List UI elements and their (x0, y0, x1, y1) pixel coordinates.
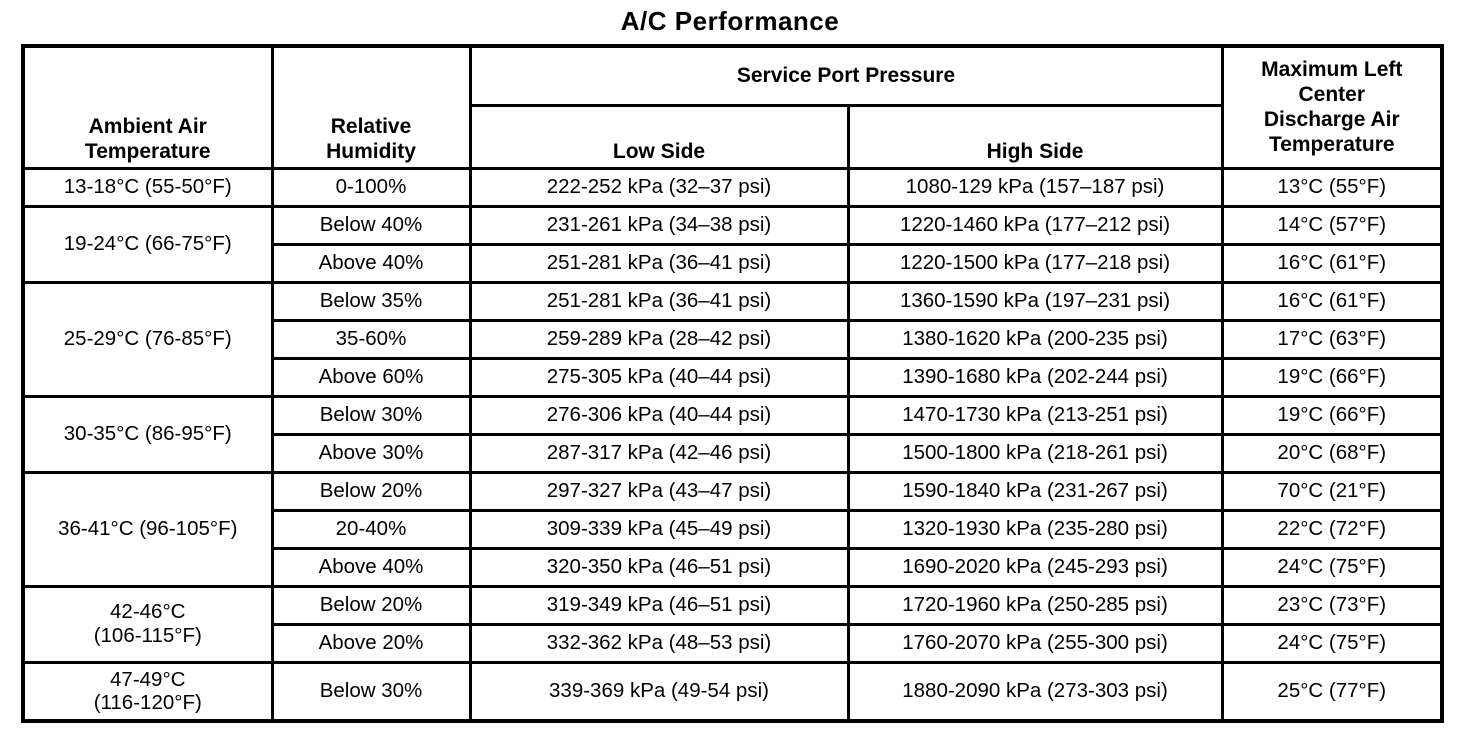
ambient-cell: 13-18°C (55-50°F) (21, 166, 274, 208)
max-discharge-cell: 16°C (61°F) (1220, 242, 1444, 284)
humidity-cell: Above 40% (270, 546, 472, 588)
low-side-cell: 332-362 kPa (48–53 psi) (468, 622, 850, 664)
max-discharge-cell: 17°C (63°F) (1220, 318, 1444, 360)
ambient-cell: 47-49°C (116-120°F) (21, 660, 274, 723)
humidity-cell: Below 20% (270, 470, 472, 512)
humidity-cell: 35-60% (270, 318, 472, 360)
max-discharge-cell: 24°C (75°F) (1220, 622, 1444, 664)
ambient-cell: 30-35°C (86-95°F) (21, 394, 274, 474)
max-discharge-cell: 16°C (61°F) (1220, 280, 1444, 322)
max-discharge-cell: 19°C (66°F) (1220, 356, 1444, 398)
table-row: 42-46°C (106-115°F) Below 20% 319-349 kP… (21, 584, 1444, 664)
high-side-cell: 1690-2020 kPa (245-293 psi) (846, 546, 1224, 588)
high-side-cell: 1390-1680 kPa (202-244 psi) (846, 356, 1224, 398)
column-header-ambient: Ambient Air Temperature (21, 44, 274, 170)
max-discharge-cell: 23°C (73°F) (1220, 584, 1444, 626)
humidity-cell: Above 30% (270, 432, 472, 474)
humidity-cell: Above 20% (270, 622, 472, 664)
low-side-cell: 275-305 kPa (40–44 psi) (468, 356, 850, 398)
humidity-cell: 0-100% (270, 166, 472, 208)
low-side-cell: 287-317 kPa (42–46 psi) (468, 432, 850, 474)
ambient-cell: 36-41°C (96-105°F) (21, 470, 274, 588)
table-row: Above 40% 320-350 kPa (46–51 psi) 1690-2… (23, 546, 1444, 588)
table-row: 25-29°C (76-85°F) Below 35% 251-281 kPa … (21, 280, 1444, 398)
low-side-cell: 319-349 kPa (46–51 psi) (468, 584, 850, 626)
table-row: Above 40% 251-281 kPa (36–41 psi) 1220-1… (23, 242, 1444, 284)
table-row: 20-40% 309-339 kPa (45–49 psi) 1320-1930… (23, 508, 1444, 550)
low-side-cell: 320-350 kPa (46–51 psi) (468, 546, 850, 588)
table-row: Above 30% 287-317 kPa (42–46 psi) 1500-1… (23, 432, 1444, 474)
low-side-cell: 251-281 kPa (36–41 psi) (468, 280, 850, 322)
high-side-cell: 1220-1500 kPa (177–218 psi) (846, 242, 1224, 284)
max-discharge-cell: 70°C (21°F) (1220, 470, 1444, 512)
high-side-cell: 1720-1960 kPa (250-285 psi) (846, 584, 1224, 626)
humidity-cell: 20-40% (270, 508, 472, 550)
table-row: 30-35°C (86-95°F) Below 30% 276-306 kPa … (21, 394, 1444, 474)
table-row: 35-60% 259-289 kPa (28–42 psi) 1380-1620… (23, 318, 1444, 360)
humidity-cell: Below 30% (270, 394, 472, 436)
high-side-cell: 1320-1930 kPa (235-280 psi) (846, 508, 1224, 550)
max-discharge-cell: 22°C (72°F) (1220, 508, 1444, 550)
low-side-cell: 339-369 kPa (49-54 psi) (468, 660, 850, 723)
humidity-cell: Above 40% (270, 242, 472, 284)
ambient-cell: 19-24°C (66-75°F) (21, 204, 274, 284)
column-header-high-side: High Side (846, 103, 1224, 170)
humidity-cell: Below 20% (270, 584, 472, 626)
page-title: A/C Performance (620, 6, 840, 36)
header-row-top: Ambient Air Temperature Relative Humidit… (21, 44, 1444, 170)
humidity-cell: Below 30% (270, 660, 472, 723)
header-row-sub: Low Side High Side (23, 103, 1442, 170)
low-side-cell: 259-289 kPa (28–42 psi) (468, 318, 850, 360)
table-row: 36-41°C (96-105°F) Below 20% 297-327 kPa… (21, 470, 1444, 588)
low-side-cell: 276-306 kPa (40–44 psi) (468, 394, 850, 436)
column-header-low-side: Low Side (468, 103, 850, 170)
max-discharge-cell: 20°C (68°F) (1220, 432, 1444, 474)
max-discharge-cell: 24°C (75°F) (1220, 546, 1444, 588)
high-side-cell: 1760-2070 kPa (255-300 psi) (846, 622, 1224, 664)
low-side-cell: 251-281 kPa (36–41 psi) (468, 242, 850, 284)
humidity-cell: Below 40% (270, 204, 472, 246)
low-side-cell: 222-252 kPa (32–37 psi) (468, 166, 850, 208)
table-row: Above 60% 275-305 kPa (40–44 psi) 1390-1… (23, 356, 1444, 398)
high-side-cell: 1880-2090 kPa (273-303 psi) (846, 660, 1224, 723)
high-side-cell: 1360-1590 kPa (197–231 psi) (846, 280, 1224, 322)
ac-performance-table: Ambient Air Temperature Relative Humidit… (21, 44, 1445, 723)
low-side-cell: 309-339 kPa (45–49 psi) (468, 508, 850, 550)
table-row: 13-18°C (55-50°F) 0-100% 222-252 kPa (32… (21, 166, 1444, 208)
high-side-cell: 1380-1620 kPa (200-235 psi) (846, 318, 1224, 360)
ambient-cell: 42-46°C (106-115°F) (21, 584, 274, 664)
high-side-cell: 1470-1730 kPa (213-251 psi) (846, 394, 1224, 436)
max-discharge-cell: 19°C (66°F) (1220, 394, 1444, 436)
low-side-cell: 231-261 kPa (34–38 psi) (468, 204, 850, 246)
high-side-cell: 1220-1460 kPa (177–212 psi) (846, 204, 1224, 246)
column-header-humidity: Relative Humidity (270, 44, 472, 170)
table-row: Above 20% 332-362 kPa (48–53 psi) 1760-2… (23, 622, 1444, 664)
humidity-cell: Above 60% (270, 356, 472, 398)
humidity-cell: Below 35% (270, 280, 472, 322)
max-discharge-cell: 13°C (55°F) (1220, 166, 1444, 208)
column-header-service-port-pressure: Service Port Pressure (468, 44, 1224, 107)
high-side-cell: 1500-1800 kPa (218-261 psi) (846, 432, 1224, 474)
max-discharge-cell: 14°C (57°F) (1220, 204, 1444, 246)
ambient-cell: 25-29°C (76-85°F) (21, 280, 274, 398)
low-side-cell: 297-327 kPa (43–47 psi) (468, 470, 850, 512)
max-discharge-cell: 25°C (77°F) (1220, 660, 1444, 723)
table-row: 19-24°C (66-75°F) Below 40% 231-261 kPa … (21, 204, 1444, 284)
high-side-cell: 1080-129 kPa (157–187 psi) (846, 166, 1224, 208)
table-row: 47-49°C (116-120°F) Below 30% 339-369 kP… (21, 660, 1444, 723)
column-header-max-discharge: Maximum Left Center Discharge Air Temper… (1220, 44, 1444, 170)
high-side-cell: 1590-1840 kPa (231-267 psi) (846, 470, 1224, 512)
